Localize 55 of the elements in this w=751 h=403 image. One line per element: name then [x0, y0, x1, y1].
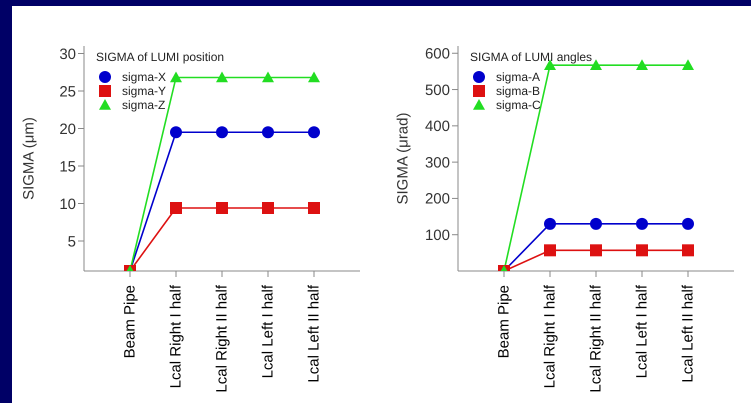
point: [216, 72, 228, 82]
y-tick-label: 5: [68, 233, 76, 250]
point: [262, 72, 274, 82]
y-tick-label: 20: [59, 120, 76, 138]
x-tick-label: Lcal Left II half: [306, 284, 322, 383]
y-tick-label: 30: [59, 46, 76, 63]
y-tick-label: 15: [59, 158, 76, 176]
point: [544, 244, 556, 256]
point: [682, 244, 694, 256]
point: [170, 202, 182, 214]
point: [636, 218, 648, 230]
point: [216, 126, 228, 138]
point: [262, 202, 274, 214]
legend-label: sigma-Y: [122, 84, 166, 98]
y-tick-label: 25: [59, 83, 76, 100]
y-axis-title: SIGMA (μrad): [394, 112, 412, 204]
legend-label: sigma-A: [496, 70, 540, 84]
point: [682, 59, 694, 70]
y-tick-label: 600: [424, 46, 450, 63]
legend-label: sigma-B: [496, 84, 540, 98]
x-tick-label: Lcal Left I half: [634, 284, 650, 378]
point: [216, 202, 228, 214]
point: [544, 218, 556, 230]
point: [170, 72, 182, 82]
x-tick-label: Beam Pipe: [122, 285, 138, 358]
chart-title: SIGMA of LUMI angles: [470, 50, 592, 64]
chart-title: SIGMA of LUMI position: [96, 50, 224, 64]
y-tick-label: 500: [424, 82, 450, 99]
y-tick-label: 400: [424, 118, 450, 136]
x-tick-label: Lcal Left I half: [260, 284, 276, 378]
y-tick-label: 100: [424, 227, 450, 244]
point: [636, 244, 648, 256]
point: [308, 202, 320, 214]
point: [170, 126, 182, 138]
x-tick-label: Lcal Right II half: [588, 284, 604, 393]
y-axis-title: SIGMA (μm): [20, 117, 38, 200]
x-tick-label: Beam Pipe: [496, 285, 512, 358]
y-tick-label: 10: [59, 196, 76, 213]
legend-label: sigma-Z: [122, 98, 166, 112]
point: [308, 126, 320, 138]
legend-label: sigma-C: [496, 98, 541, 112]
x-tick-label: Lcal Right I half: [542, 284, 558, 388]
point: [262, 126, 274, 138]
legend-label: sigma-X: [122, 70, 166, 84]
point: [308, 72, 320, 82]
x-tick-label: Lcal Right II half: [214, 284, 230, 393]
x-tick-label: Lcal Left II half: [680, 284, 696, 383]
y-tick-label: 300: [424, 154, 450, 172]
x-tick-label: Lcal Right I half: [168, 284, 184, 388]
y-tick-label: 200: [424, 190, 450, 208]
point: [636, 59, 648, 70]
point: [682, 218, 694, 230]
point: [590, 59, 602, 70]
point: [590, 218, 602, 230]
point: [590, 244, 602, 256]
